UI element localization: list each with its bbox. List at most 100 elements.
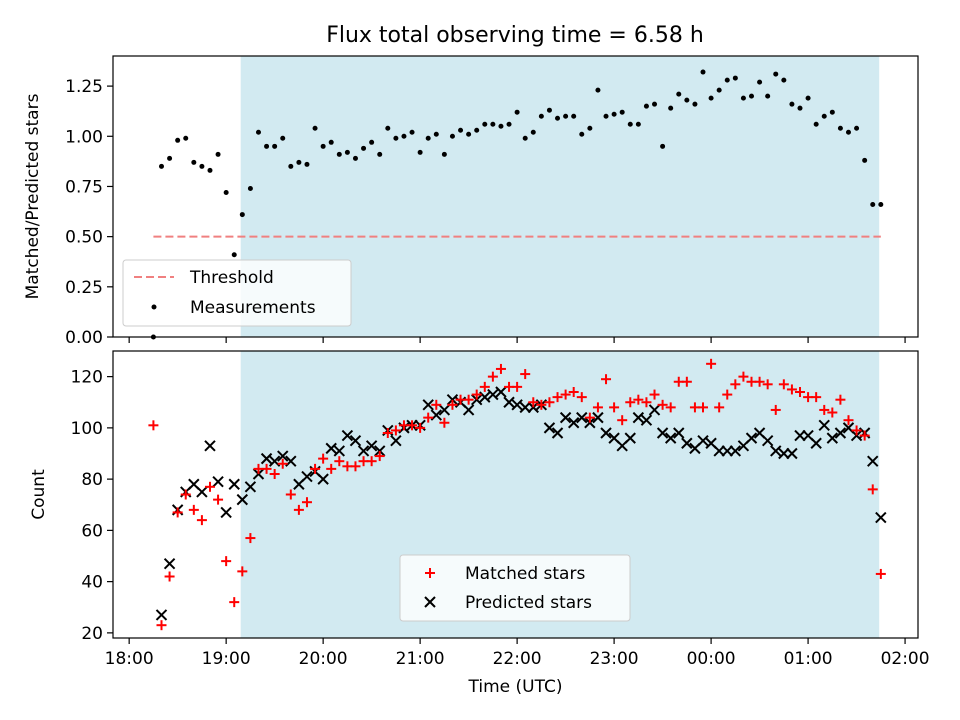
predicted-star-point xyxy=(212,475,224,488)
measurement-point xyxy=(199,163,205,169)
predicted-star-point xyxy=(519,401,531,414)
matched-star-point xyxy=(318,453,329,464)
matched-star-point xyxy=(172,507,183,518)
measurement-point xyxy=(635,121,641,127)
matched-star-point xyxy=(415,422,426,433)
top-y-tick-label: 0.00 xyxy=(65,328,103,348)
measurement-point xyxy=(449,133,455,139)
matched-star-point xyxy=(245,533,256,544)
matched-star-point xyxy=(794,387,805,397)
matched-star-point xyxy=(851,425,862,436)
legend-matched-label: Matched stars xyxy=(465,564,585,584)
matched-star-point xyxy=(148,420,159,431)
measurement-point xyxy=(611,111,617,117)
predicted-star-point xyxy=(374,445,386,457)
matched-star-point xyxy=(778,379,789,390)
x-tick-label: 19:00 xyxy=(202,649,251,669)
measurement-point xyxy=(482,121,488,127)
measurement-point xyxy=(385,125,391,131)
matched-star-point xyxy=(374,451,385,462)
predicted-star-point xyxy=(600,427,612,439)
matched-star-point xyxy=(625,397,636,408)
predicted-star-point xyxy=(770,445,782,457)
measurement-point xyxy=(805,95,811,101)
matched-star-point xyxy=(301,497,312,508)
measurement-point xyxy=(425,135,431,141)
predicted-star-point xyxy=(438,404,451,416)
matched-star-point xyxy=(407,420,418,431)
measurement-point xyxy=(344,149,350,155)
bottom-y-tick-label: 120 xyxy=(71,368,103,388)
measurement-point xyxy=(797,105,803,111)
measurement-point xyxy=(571,113,577,119)
measurement-point xyxy=(158,163,164,169)
predicted-star-point xyxy=(163,557,176,570)
predicted-star-point xyxy=(632,411,645,424)
predicted-star-point xyxy=(349,434,362,447)
matched-star-point xyxy=(681,376,692,387)
matched-star-point xyxy=(649,389,660,400)
predicted-star-point xyxy=(325,442,337,455)
predicted-star-point xyxy=(559,411,572,424)
predicted-star-point xyxy=(446,393,459,406)
predicted-star-point xyxy=(244,481,257,493)
predicted-star-point xyxy=(721,445,733,457)
matched-star-point xyxy=(213,494,224,505)
measurement-point xyxy=(361,145,367,151)
top-legend: Threshold Measurements xyxy=(122,259,352,327)
measurement-point xyxy=(304,161,310,167)
matched-star-point xyxy=(188,504,199,515)
measurement-point xyxy=(377,151,383,157)
matched-star-point xyxy=(390,425,401,436)
predicted-star-point xyxy=(778,447,790,460)
measurement-point xyxy=(732,75,738,81)
measurement-point xyxy=(845,129,851,135)
predicted-star-point xyxy=(681,437,693,449)
predicted-star-point xyxy=(470,393,483,406)
predicted-star-point xyxy=(729,445,742,457)
top-y-tick-label: 1.00 xyxy=(65,127,103,147)
measurement-point xyxy=(474,127,480,133)
matched-star-point xyxy=(875,568,886,579)
matched-star-point xyxy=(786,384,797,395)
matched-star-point xyxy=(285,489,296,500)
bottom-data-marks xyxy=(148,358,887,631)
matched-star-point xyxy=(269,469,280,479)
measurement-point xyxy=(458,127,464,133)
matched-star-point xyxy=(156,620,167,631)
predicted-star-point xyxy=(301,470,313,483)
predicted-star-point xyxy=(867,455,879,467)
measurement-point xyxy=(417,149,423,155)
legend-predicted-swatch xyxy=(424,596,436,608)
top-y-ticks: 0.00 0.25 0.50 0.75 1.00 1.25 xyxy=(65,77,113,348)
bottom-y-tick-label: 20 xyxy=(81,624,103,644)
predicted-star-point xyxy=(786,447,798,460)
measurement-point xyxy=(587,125,593,131)
bottom-y-axis-label: Count xyxy=(29,469,49,520)
matched-star-point xyxy=(293,504,304,515)
measurement-point xyxy=(708,95,714,101)
measurement-point xyxy=(264,143,270,149)
measurement-point xyxy=(191,159,197,165)
matched-star-point xyxy=(431,399,442,410)
bottom-y-ticks: 20 40 60 80 100 120 xyxy=(71,368,113,644)
measurement-point xyxy=(409,129,415,135)
predicted-star-point xyxy=(576,411,588,424)
measurement-point xyxy=(336,151,342,157)
measurement-point xyxy=(676,91,682,97)
matched-star-point xyxy=(495,363,506,374)
matched-star-point xyxy=(722,389,733,400)
measurement-point xyxy=(280,135,286,141)
predicted-star-point xyxy=(260,452,273,465)
measurement-point xyxy=(466,131,472,137)
predicted-star-point xyxy=(543,422,556,434)
top-x-ticks xyxy=(128,337,906,343)
predicted-star-point xyxy=(495,386,507,398)
matched-star-point xyxy=(762,379,773,390)
measurement-point xyxy=(514,109,520,115)
bottom-legend-box xyxy=(399,554,631,622)
matched-star-point xyxy=(463,394,474,405)
measurement-point xyxy=(878,202,884,208)
predicted-star-point xyxy=(818,419,830,432)
matched-star-point xyxy=(633,394,644,405)
